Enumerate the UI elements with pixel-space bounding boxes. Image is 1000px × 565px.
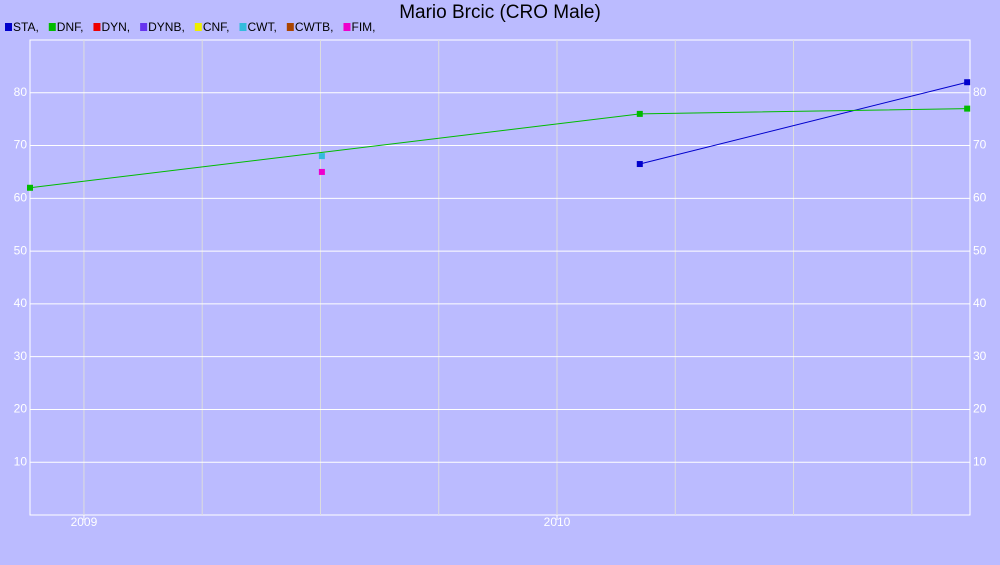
y-tick-label: 50 <box>14 243 28 257</box>
legend-swatch <box>48 23 56 31</box>
y-tick-label: 70 <box>14 138 28 152</box>
y2-tick-label: 70 <box>973 138 987 152</box>
data-point <box>318 153 325 160</box>
legend-swatch <box>343 23 351 31</box>
legend-label: CWT, <box>247 20 276 34</box>
x-tick-label: 2009 <box>71 515 98 529</box>
y-tick-label: 10 <box>14 454 28 468</box>
data-point <box>964 105 971 112</box>
data-point <box>318 168 325 175</box>
x-tick-label: 2010 <box>544 515 571 529</box>
legend-swatch <box>194 23 202 31</box>
series-line <box>639 81 968 165</box>
y2-tick-label: 20 <box>973 402 987 416</box>
y2-tick-label: 50 <box>973 243 987 257</box>
legend-label: STA, <box>13 20 39 34</box>
legend-swatch <box>93 23 101 31</box>
data-point <box>636 110 643 117</box>
y2-tick-label: 40 <box>973 296 987 310</box>
legend-swatch <box>140 23 148 31</box>
y-tick-label: 40 <box>14 296 28 310</box>
data-point <box>27 184 33 191</box>
chart-title: Mario Brcic (CRO Male) <box>399 2 601 23</box>
legend-label: CWTB, <box>295 20 334 34</box>
y-tick-label: 20 <box>14 402 28 416</box>
legend-label: DYNB, <box>148 20 185 34</box>
legend-label: CNF, <box>203 20 230 34</box>
y-tick-label: 60 <box>14 191 28 205</box>
y2-tick-label: 30 <box>973 349 987 363</box>
y2-tick-label: 80 <box>973 85 987 99</box>
legend-swatch <box>5 23 12 31</box>
y2-tick-label: 60 <box>973 191 987 205</box>
legend-label: DNF, <box>57 20 84 34</box>
y-tick-label: 80 <box>14 85 28 99</box>
legend-swatch <box>239 23 247 31</box>
legend-label: DYN, <box>101 20 130 34</box>
y-tick-label: 30 <box>14 349 28 363</box>
y2-tick-label: 10 <box>973 454 987 468</box>
plot-border <box>29 39 971 516</box>
data-point <box>636 161 643 168</box>
legend-label: FIM, <box>351 20 375 34</box>
data-point <box>964 79 971 86</box>
legend-swatch <box>286 23 294 31</box>
